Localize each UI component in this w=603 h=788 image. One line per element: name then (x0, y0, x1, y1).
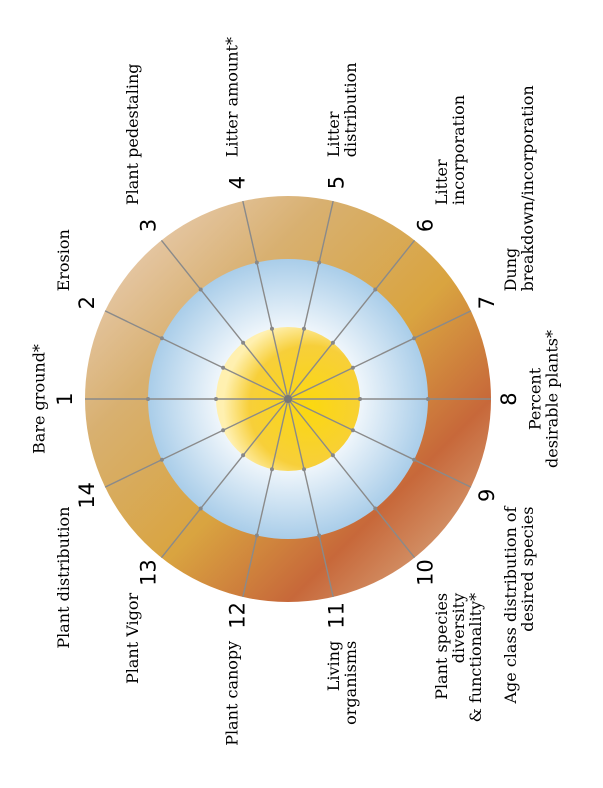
indicator-label: Litter (432, 159, 451, 205)
indicator-number: 11 (324, 602, 348, 629)
spoke-4 (242, 200, 289, 400)
indicator-label: Plant canopy (222, 641, 241, 746)
spoke-tick (214, 397, 218, 401)
center-hub (284, 395, 292, 403)
spoke-tick (198, 287, 203, 292)
spoke-tick (241, 340, 246, 345)
indicator-label: & functionality* (466, 593, 485, 723)
spoke-tick (302, 326, 307, 331)
spoke-tick (330, 340, 335, 345)
indicator-label: Bare ground* (30, 344, 49, 454)
indicator-label: Living (324, 641, 343, 691)
indicator-number: 2 (75, 296, 99, 309)
indicator-number: 8 (497, 392, 521, 405)
indicator-number: 13 (137, 559, 161, 586)
indicator-label: breakdown/incorporation (518, 85, 537, 291)
indicator-label: Plant distribution (54, 507, 73, 649)
spoke-tick (317, 533, 322, 538)
indicator-label: Plant species (432, 593, 451, 700)
spoke-11 (287, 398, 334, 598)
indicator-label: Plant Vigor (123, 593, 142, 685)
spoke-6 (287, 239, 416, 400)
spoke-3 (160, 239, 289, 400)
indicator-label: Age class distribution of (501, 506, 520, 705)
spoke-tick (269, 467, 274, 472)
spoke-2 (104, 310, 289, 400)
spoke-12 (242, 398, 289, 598)
indicator-label: diversity (449, 593, 468, 663)
indicator-label: organisms (341, 641, 360, 725)
indicator-label: Litter amount* (222, 37, 241, 157)
indicator-number: 3 (137, 219, 161, 232)
spoke-tick (159, 457, 164, 462)
spoke-tick (350, 365, 355, 370)
spoke-10 (287, 398, 416, 559)
spoke-tick (241, 453, 246, 458)
indicator-13: 13 Plant Vigor (123, 559, 161, 684)
spoke-tick (269, 326, 274, 331)
spoke-7 (287, 310, 472, 400)
spoke-14 (104, 398, 289, 488)
spoke-tick (254, 260, 259, 265)
spoke-tick (198, 506, 203, 511)
indicator-number: 1 (53, 392, 77, 405)
indicator-label: incorporation (449, 95, 468, 205)
indicator-label: Dung (501, 248, 520, 292)
spoke-tick (373, 506, 378, 511)
spoke-tick (426, 397, 430, 401)
indicator-number: 12 (226, 602, 250, 629)
indicator-number: 7 (475, 296, 499, 309)
indicator-1: 1 Bare ground* (30, 344, 78, 454)
spoke-tick (358, 397, 362, 401)
indicator-label: desirable plants* (543, 330, 562, 468)
indicator-3: 3 Plant pedestaling (123, 63, 161, 232)
spoke-tick (412, 457, 417, 462)
spoke-13 (160, 398, 289, 559)
spoke-tick (221, 365, 226, 370)
indicator-label: desired species (518, 507, 537, 632)
spoke-tick (412, 336, 417, 341)
spoke-tick (254, 533, 259, 538)
indicator-label: Plant pedestaling (123, 63, 142, 205)
spoke-tick (146, 397, 150, 401)
indicator-number: 4 (226, 176, 250, 189)
indicator-number: 6 (413, 219, 437, 232)
indicator-label: distribution (341, 62, 360, 157)
indicator-label: Percent (526, 367, 545, 430)
spoke-tick (350, 428, 355, 433)
spoke-tick (330, 453, 335, 458)
indicator-number: 10 (413, 559, 437, 586)
indicator-label: Erosion (54, 229, 73, 291)
spoke-tick (302, 467, 307, 472)
spoke-5 (287, 200, 334, 400)
indicator-number: 9 (475, 489, 499, 502)
spoke-tick (221, 428, 226, 433)
indicator-number: 5 (324, 176, 348, 189)
indicator-12: 12 Plant canopy (222, 602, 249, 746)
indicator-number: 14 (75, 482, 99, 509)
spoke-tick (159, 336, 164, 341)
spoke-tick (373, 287, 378, 292)
spoke-9 (287, 398, 472, 488)
indicator-4: 4 Litter amount* (222, 37, 249, 189)
spoke-tick (317, 260, 322, 265)
indicator-label: Litter (324, 111, 343, 157)
